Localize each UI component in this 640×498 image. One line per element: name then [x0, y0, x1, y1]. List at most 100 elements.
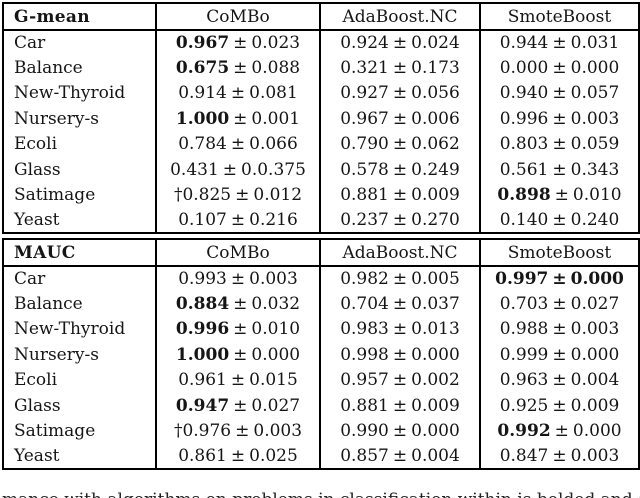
header-row: MAUC CoMBo AdaBoost.NC SmoteBoost	[2, 239, 640, 267]
plus-minus-symbol: ±	[552, 134, 567, 155]
std-value: 0.249	[411, 159, 460, 180]
value-cell: 0.107 ±0.216	[155, 207, 321, 234]
column-header: CoMBo	[155, 239, 321, 267]
plus-minus-symbol: ±	[392, 159, 408, 180]
mean-value: 0.857	[340, 445, 389, 466]
std-value: 0.000	[570, 344, 620, 365]
mean-value: 0.947	[175, 395, 230, 416]
table-row: Satimage †0.976 ±0.003 0.990 ±0.000 0.992 ±0.0…	[2, 418, 640, 444]
dataset-name: Balance	[2, 291, 157, 317]
plus-minus-symbol: ±	[392, 83, 408, 104]
value-cell: 0.000 ±0.000	[479, 55, 640, 81]
dataset-name: Balance	[2, 55, 157, 81]
dataset-name: Nursery-s	[2, 106, 157, 132]
mean-value: 0.321	[340, 58, 389, 79]
gmean-results-table: G-mean CoMBo AdaBoost.NC SmoteBoost Car 0.967…	[2, 2, 640, 235]
mean-value: 0.924	[340, 33, 389, 54]
caption-fragment: mance with algorithms on problems in cla…	[2, 490, 640, 498]
value-cell: 0.898 ±0.010	[479, 182, 640, 208]
value-cell: 0.947 ±0.027	[155, 392, 321, 419]
mean-value: 0.703	[499, 294, 549, 315]
value-cell: 0.321 ±0.173	[319, 55, 481, 81]
dataset-name: New-Thyroid	[2, 316, 157, 343]
value-cell: 1.000 ±0.001	[155, 106, 321, 132]
plus-minus-symbol: ±	[552, 33, 567, 54]
plus-minus-symbol: ±	[392, 370, 408, 391]
plus-minus-symbol: ±	[552, 209, 567, 230]
mean-value: 0.999	[499, 344, 549, 365]
std-value: 0.062	[411, 134, 460, 155]
value-cell: 0.925 ±0.009	[479, 392, 640, 419]
std-value: 0.027	[251, 395, 301, 416]
std-value: 0.003	[253, 421, 303, 442]
dataset-name: Glass	[2, 392, 157, 419]
mean-value: 0.996	[499, 108, 549, 129]
table-row: New-Thyroid 0.914 ±0.081 0.927 ±0.056 0.940 ±0…	[2, 80, 640, 107]
dataset-name: Yeast	[2, 207, 157, 234]
value-cell: 0.675 ±0.088	[155, 55, 321, 81]
std-value: 0.001	[251, 108, 301, 129]
value-cell: 0.914 ±0.081	[155, 80, 321, 107]
std-value: 0.005	[411, 269, 460, 290]
plus-minus-symbol: ±	[552, 445, 567, 466]
std-value: 0.013	[411, 319, 460, 340]
plus-minus-symbol: ±	[552, 58, 567, 79]
mauc-results-table: MAUC CoMBo AdaBoost.NC SmoteBoost Car 0.993 ±0…	[2, 238, 640, 471]
std-value: 0.000	[411, 344, 460, 365]
value-cell: 0.996 ±0.010	[155, 316, 321, 343]
value-cell: 0.561 ±0.343	[479, 156, 640, 183]
plus-minus-symbol: ±	[233, 33, 248, 54]
std-value: 0.032	[251, 294, 301, 315]
value-cell: 0.847 ±0.003	[479, 443, 640, 470]
std-value: 0.081	[249, 83, 298, 104]
mean-value: 0.578	[340, 159, 389, 180]
mean-value: 0.992	[497, 421, 551, 442]
plus-minus-symbol: ±	[552, 294, 567, 315]
mean-value: 0.944	[499, 33, 549, 54]
table-row: Balance 0.884 ±0.032 0.704 ±0.037 0.703 ±0.027	[2, 291, 640, 317]
value-cell: 0.983 ±0.013	[319, 316, 481, 343]
mean-value: 0.996	[175, 319, 230, 340]
plus-minus-symbol: ±	[233, 319, 248, 340]
plus-minus-symbol: ±	[230, 83, 246, 104]
table-row: Nursery-s 1.000 ±0.000 0.998 ±0.000 0.999 ±0.0…	[2, 342, 640, 368]
std-value: 0.037	[411, 294, 460, 315]
std-value: 0.000	[572, 421, 622, 442]
mean-value: 0.914	[178, 83, 227, 104]
plus-minus-symbol: ±	[392, 269, 408, 290]
std-value: 0.004	[411, 445, 460, 466]
plus-minus-symbol: ±	[233, 108, 248, 129]
table-row: Yeast 0.861 ±0.025 0.857 ±0.004 0.847 ±0.003	[2, 443, 640, 470]
value-cell: 0.961 ±0.015	[155, 367, 321, 393]
mean-value: 0.790	[340, 134, 389, 155]
plus-minus-symbol: ±	[222, 159, 238, 180]
column-header: AdaBoost.NC	[319, 239, 481, 267]
value-cell: 0.790 ±0.062	[319, 131, 481, 157]
dataset-name: Nursery-s	[2, 342, 157, 368]
std-value: 0.012	[253, 185, 303, 206]
std-value: 0.000	[570, 269, 624, 290]
plus-minus-symbol: ±	[392, 445, 408, 466]
mean-value: 0.675	[175, 58, 230, 79]
std-value: 0.004	[570, 370, 620, 391]
mean-value: 1.000	[175, 108, 230, 129]
mean-value: 0.237	[340, 209, 389, 230]
dataset-name: Ecoli	[2, 367, 157, 393]
std-value: 0.010	[251, 319, 301, 340]
std-value: 0.025	[249, 445, 298, 466]
plus-minus-symbol: ±	[233, 294, 248, 315]
value-cell: 0.803 ±0.059	[479, 131, 640, 157]
std-value: 0.023	[251, 33, 301, 54]
mean-value: 0.431	[170, 159, 219, 180]
plus-minus-symbol: ±	[552, 83, 567, 104]
value-cell: 0.884 ±0.032	[155, 291, 321, 317]
mean-value: 0.107	[178, 209, 227, 230]
value-cell: 0.861 ±0.025	[155, 443, 321, 470]
plus-minus-symbol: ±	[233, 58, 248, 79]
plus-minus-symbol: ±	[392, 395, 408, 416]
value-cell: 0.704 ±0.037	[319, 291, 481, 317]
value-cell: 0.993 ±0.003	[155, 266, 321, 292]
value-cell: 0.784 ±0.066	[155, 131, 321, 157]
plus-minus-symbol: ±	[230, 209, 246, 230]
plus-minus-symbol: ±	[392, 58, 408, 79]
